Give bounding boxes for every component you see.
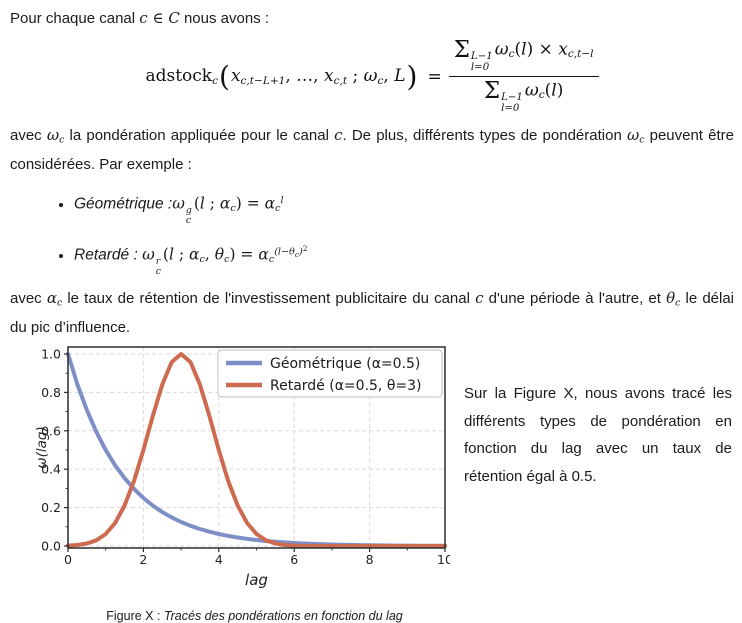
- y-axis-label: ω(lag): [35, 426, 50, 468]
- figure-caption: Figure X : Tracés des pondérations en fo…: [35, 609, 450, 623]
- chart-column: 0 2 4 6 8 10 0.0 0.2 0.4 0.6 0.8 1.0 lag ω(lag) Géomét…: [34, 344, 453, 623]
- svg-text:0.0: 0.0: [41, 539, 61, 554]
- intro-paragraph: Pour chaque canal c ∈ C nous avons :: [10, 9, 270, 27]
- svg-text:0.6: 0.6: [41, 423, 61, 438]
- parameters-paragraph: avec αc le taux de rétention de l'invest…: [10, 288, 735, 337]
- caption-italic: Tracés des pondérations en fonction du l…: [163, 609, 403, 623]
- svg-text:2: 2: [139, 552, 147, 567]
- stacked-script: L−1 l=0: [470, 50, 493, 73]
- stacked-script: L−1 l=0: [501, 91, 523, 115]
- weight-types-list: Géométrique :ωgc(l ; αc) = αcl Retardé :…: [10, 186, 734, 277]
- list-item-geometrique: Géométrique :ωgc(l ; αc) = αcl: [74, 186, 734, 226]
- series-group: [66, 352, 447, 549]
- svg-text:10: 10: [437, 552, 450, 567]
- legend-label-0: Géométrique (α=0.5): [270, 356, 420, 372]
- x-tick-labels: 0 2 4 6 8 10: [64, 552, 453, 567]
- legend-label-1: Retardé (α=0.5, θ=3): [270, 378, 422, 394]
- svg-text:6: 6: [290, 552, 298, 567]
- caption-prefix: Figure X :: [106, 609, 164, 623]
- svg-text:0.4: 0.4: [41, 462, 61, 477]
- formula-args: xc,t−L+1, …, xc,t ; ωc, L: [230, 66, 406, 88]
- adstock-weights-chart: 0 2 4 6 8 10 0.0 0.2 0.4 0.6 0.8 1.0 lag ω(lag) Géomét…: [34, 346, 453, 589]
- fraction-denominator: Σ L−1 l=0 ωc(l): [483, 78, 564, 115]
- svg-text:8: 8: [366, 552, 374, 567]
- figure-description: Sur la Figure X, nous avons tracé les di…: [464, 385, 732, 485]
- adstock-formula: adstockc(xc,t−L+1, …, xc,t ; ωc, L) = Σ L−…: [10, 39, 734, 115]
- series-line-1: [66, 352, 447, 549]
- fraction: Σ L−1 l=0 ωc(l) × xc,t−l Σ L−1 l=0 ωc(l): [448, 39, 599, 115]
- weights-paragraph: avec ωc la pondération appliquée pour le…: [10, 125, 735, 174]
- formula-lhs: adstockc: [145, 66, 218, 88]
- chart-legend: Géométrique (α=0.5) Retardé (α=0.5, θ=3): [217, 349, 443, 398]
- svg-text:0.2: 0.2: [41, 500, 61, 515]
- list-item-retarde: Retardé : ωrc(l ; αc, θc) = αc(l−θc)2: [74, 234, 734, 277]
- figure-block: 0 2 4 6 8 10 0.0 0.2 0.4 0.6 0.8 1.0 lag ω(lag) Géomét…: [10, 344, 734, 623]
- svg-text:0.8: 0.8: [41, 385, 61, 400]
- document-page: Pour chaque canal c ∈ C nous avons : ads…: [0, 0, 742, 582]
- equals-sign: =: [427, 66, 442, 87]
- axis-ticks: [64, 353, 446, 553]
- svg-text:1.0: 1.0: [41, 347, 61, 362]
- x-axis-label: lag: [245, 571, 268, 589]
- svg-text:4: 4: [215, 552, 223, 567]
- svg-text:0: 0: [64, 552, 72, 567]
- fraction-numerator: Σ L−1 l=0 ωc(l) × xc,t−l: [448, 39, 599, 78]
- y-tick-labels: 0.0 0.2 0.4 0.6 0.8 1.0: [41, 347, 61, 554]
